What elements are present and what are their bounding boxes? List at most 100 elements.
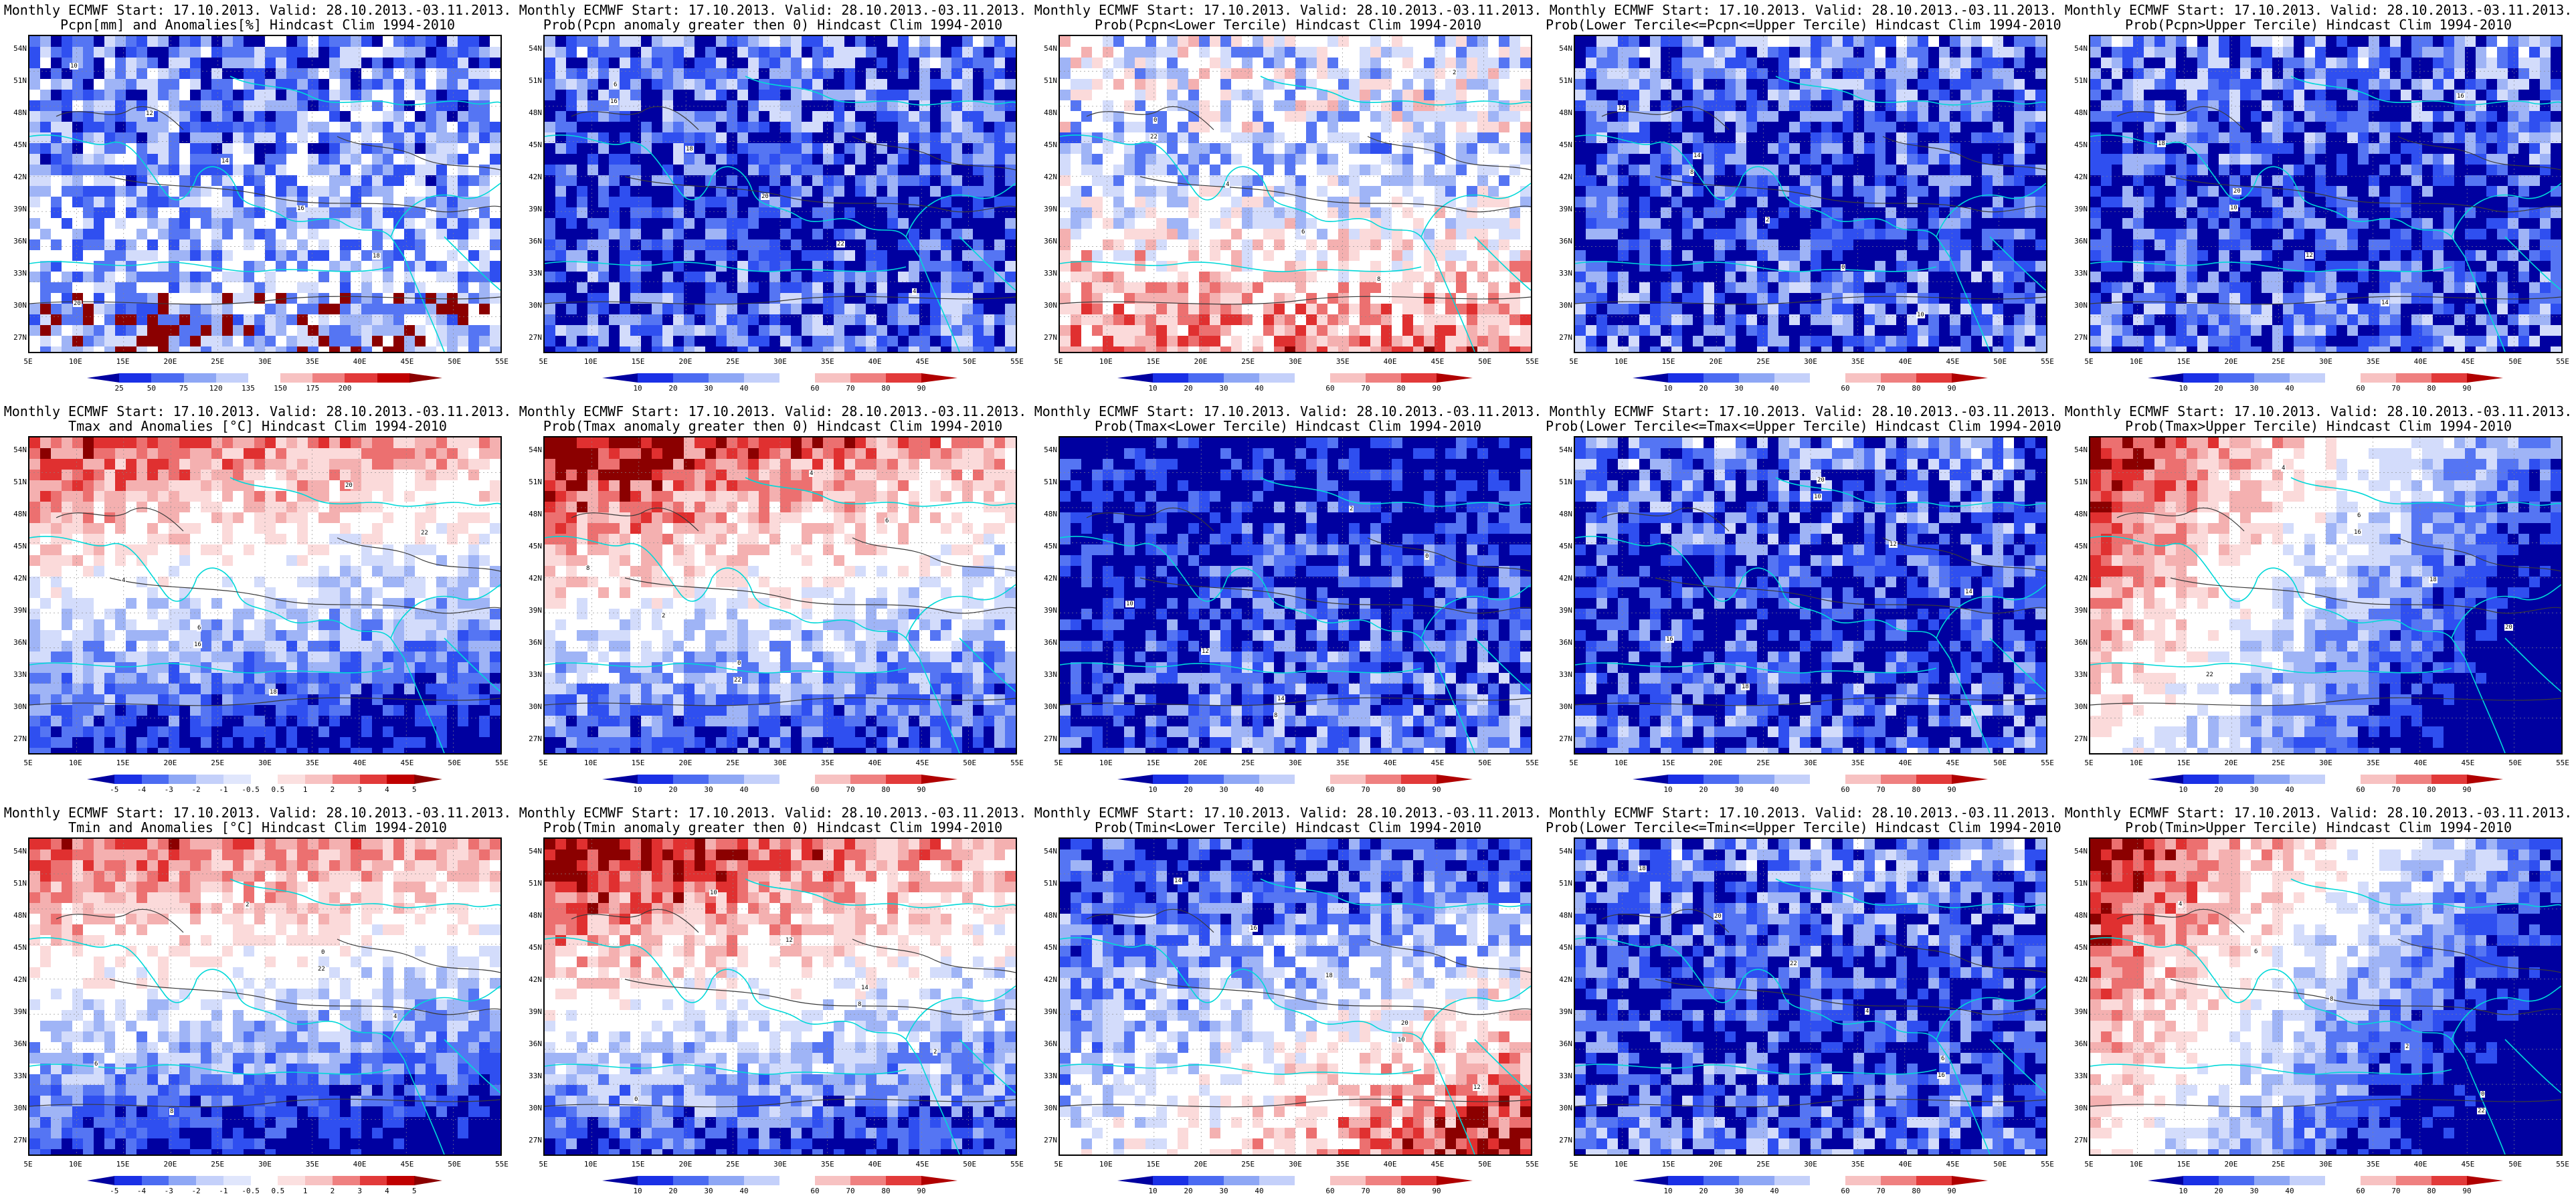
longitude-tick-label: 45E <box>1425 1160 1449 1169</box>
longitude-tick-label: 20E <box>2219 357 2243 366</box>
latitude-tick-label: 48N <box>519 510 542 518</box>
map-frame: 22 4 6 8 2 0 <box>2089 837 2563 1156</box>
colorbar-tick-label: 30 <box>1212 785 1236 794</box>
longitude-tick-label: 45E <box>2456 759 2480 767</box>
colorbar-segment <box>1330 373 1366 383</box>
colorbar-segment <box>414 1176 442 1185</box>
colorbar-segment <box>744 1176 780 1185</box>
colorbar-tick-label: 80 <box>1389 1187 1413 1195</box>
contour-label: 20 <box>73 300 82 307</box>
latitude-tick-label: 30N <box>519 1104 542 1112</box>
latitude-tick-label: 36N <box>519 638 542 647</box>
colorbar-segment <box>2361 373 2397 383</box>
colorbar-tick-label: 60 <box>2349 1187 2373 1195</box>
latitude-tick-label: 48N <box>1034 108 1057 117</box>
contour-label: 10 <box>70 63 78 70</box>
colorbar-tick-label: 70 <box>1869 384 1893 393</box>
latitude-tick-label: 33N <box>2065 670 2088 679</box>
latitude-tick-label: 48N <box>1034 911 1057 920</box>
latitude-tick-label: 33N <box>1034 670 1057 679</box>
map-panel: Monthly ECMWF Start: 17.10.2013. Valid: … <box>1546 0 2061 401</box>
colorbar-tick-label: 30 <box>697 785 721 794</box>
latitude-tick-label: 51N <box>519 76 542 85</box>
longitude-tick-label: 30E <box>768 357 792 366</box>
colorbar-segment <box>1916 1176 1952 1185</box>
contour-label: 20 <box>345 482 353 489</box>
latitude-tick-label: 48N <box>2065 108 2088 117</box>
panel-title-line1: Monthly ECMWF Start: 17.10.2013. Valid: … <box>1546 805 2061 820</box>
contour-label: 4 <box>393 1013 398 1020</box>
colorbar-segment <box>673 373 709 383</box>
colorbar-segment <box>1366 775 1402 784</box>
panel-title-line1: Monthly ECMWF Start: 17.10.2013. Valid: … <box>0 805 515 820</box>
colorbar-tick-label: 90 <box>909 384 933 393</box>
longitude-tick-label: 5E <box>1562 759 1586 767</box>
longitude-tick-label: 15E <box>1141 759 1166 767</box>
colorbar-segment <box>2219 373 2255 383</box>
colorbar-tick-label: 0.5 <box>266 1187 290 1195</box>
panel-title-line1: Monthly ECMWF Start: 17.10.2013. Valid: … <box>515 3 1030 17</box>
field-map <box>29 36 500 352</box>
latitude-tick-label: 54N <box>519 847 542 856</box>
latitude-tick-label: 36N <box>1034 638 1057 647</box>
longitude-tick-label: 55E <box>1005 1160 1029 1169</box>
colorbar-tick-label: 30 <box>2242 1187 2266 1195</box>
longitude-tick-label: 10E <box>1609 759 1633 767</box>
colorbar-tick-label: 20 <box>1176 785 1200 794</box>
latitude-tick-label: 27N <box>1034 734 1057 743</box>
longitude-tick-label: 50E <box>1473 759 1497 767</box>
panel-title-line1: Monthly ECMWF Start: 17.10.2013. Valid: … <box>1030 805 1546 820</box>
longitude-tick-label: 10E <box>64 759 88 767</box>
colorbar-tick-label: 70 <box>2384 1187 2408 1195</box>
map-panel: Monthly ECMWF Start: 17.10.2013. Valid: … <box>1030 0 1546 401</box>
longitude-tick-label: 25E <box>1751 1160 1775 1169</box>
colorbar-tick-label: 30 <box>2242 785 2266 794</box>
colorbar-segment <box>602 775 638 784</box>
colorbar-tick-label: -5 <box>102 1187 126 1195</box>
latitude-tick-label: 54N <box>1034 847 1057 856</box>
panel-title-line2: Prob(Tmax>Upper Tercile) Hindcast Clim 1… <box>2061 419 2576 433</box>
longitude-tick-label: 20E <box>158 759 182 767</box>
colorbar-tick-label: 10 <box>1141 1187 1165 1195</box>
longitude-tick-label: 40E <box>348 1160 372 1169</box>
colorbar-segment <box>2183 775 2219 784</box>
longitude-tick-label: 25E <box>721 759 745 767</box>
colorbar-segment <box>2254 775 2290 784</box>
contour-label: 12 <box>1889 541 1898 548</box>
colorbar-segment <box>2325 373 2361 383</box>
colorbar-segment <box>2396 1176 2432 1185</box>
colorbar-segment <box>602 373 638 383</box>
contour-label: 2 <box>245 902 250 908</box>
colorbar-tick-label: 70 <box>838 785 862 794</box>
colorbar-tick-label: 60 <box>1833 384 1857 393</box>
colorbar-tick-label: -0.5 <box>239 785 263 794</box>
colorbar-tick-label: 10 <box>2171 1187 2195 1195</box>
latitude-tick-label: 30N <box>4 702 27 711</box>
colorbar-segment <box>377 373 410 383</box>
contour-label: 18 <box>1741 684 1750 690</box>
latitude-tick-label: 51N <box>519 879 542 888</box>
longitude-tick-label: 10E <box>2124 1160 2148 1169</box>
longitude-tick-label: 15E <box>626 357 650 366</box>
latitude-tick-label: 48N <box>2065 510 2088 518</box>
latitude-tick-label: 30N <box>2065 1104 2088 1112</box>
map-frame: 8 2 0 10 12 14 <box>1059 436 1532 755</box>
longitude-tick-label: 10E <box>579 357 603 366</box>
longitude-tick-label: 45E <box>395 357 419 366</box>
longitude-tick-label: 55E <box>490 1160 514 1169</box>
longitude-tick-label: 10E <box>64 1160 88 1169</box>
contour-label: 20 <box>1400 1020 1409 1027</box>
contour-label: 12 <box>1473 1084 1481 1091</box>
colorbar-tick-label: 90 <box>2455 785 2479 794</box>
longitude-tick-label: 20E <box>1188 357 1212 366</box>
field-map <box>1575 839 2046 1155</box>
longitude-tick-label: 10E <box>1094 759 1118 767</box>
colorbar-segment <box>1188 373 1224 383</box>
latitude-tick-label: 30N <box>1034 301 1057 310</box>
colorbar-tick-label: 40 <box>732 785 756 794</box>
colorbar-segment <box>1366 373 1402 383</box>
colorbar-segment <box>1810 373 1846 383</box>
longitude-tick-label: 55E <box>1005 759 1029 767</box>
colorbar-segment <box>2148 373 2184 383</box>
map-panel: Monthly ECMWF Start: 17.10.2013. Valid: … <box>2061 0 2576 401</box>
